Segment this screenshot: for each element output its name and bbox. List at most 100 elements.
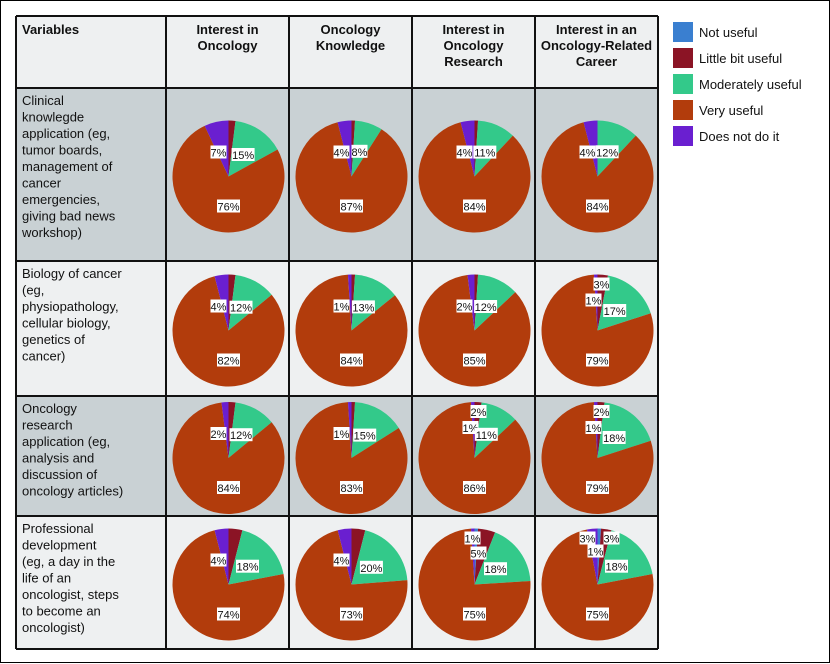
pie-label: 4%	[334, 148, 350, 160]
pie-label: 12%	[596, 147, 618, 159]
pie-label: 18%	[605, 562, 627, 574]
pie-label: 86%	[463, 483, 485, 495]
pie-label-bg	[456, 145, 473, 159]
pie-slice	[295, 122, 408, 233]
column-header-line: Interest in	[442, 22, 504, 37]
pie-label-bg	[579, 145, 596, 159]
pie-label: 76%	[217, 202, 239, 214]
pie-label: 11%	[476, 430, 497, 442]
pie-slice	[418, 274, 531, 387]
pie-label: 8%	[352, 147, 368, 159]
column-header-line: Oncology	[321, 22, 382, 37]
pie-label: 75%	[463, 610, 485, 622]
pie-slice	[418, 528, 531, 641]
pie-label: 84%	[586, 202, 608, 214]
row-label: Oncology research application (eg, analysis…	[22, 401, 123, 499]
pie-label: 13%	[352, 302, 374, 314]
pie-label-bg	[340, 353, 363, 367]
column-header-line: Knowledge	[316, 38, 385, 53]
pie-slice	[597, 402, 651, 458]
pie-label: 18%	[484, 564, 506, 576]
row-label-line: life of an	[22, 571, 71, 586]
pie-label: 4%	[211, 556, 227, 568]
pie-slice	[172, 402, 285, 514]
row-label: Professional development (eg, a day in the…	[22, 521, 119, 635]
pie-label-bg	[586, 199, 609, 213]
pie-label-bg	[217, 353, 240, 367]
legend-label: Little bit useful	[699, 50, 783, 66]
header-row-bg	[16, 16, 658, 88]
pie-label-bg	[474, 300, 498, 313]
row-label-line: Biology of cancer	[22, 266, 122, 281]
row-label-line: tumor boards,	[22, 143, 102, 158]
row-label-line: discussion of	[22, 467, 98, 482]
pie-label: 4%	[580, 148, 596, 160]
legend-item: Not useful	[673, 19, 829, 45]
legend-swatch	[673, 74, 693, 94]
pie-label-bg	[603, 531, 620, 545]
column-header-line: Oncology-Related	[541, 38, 652, 53]
pie-label-bg	[470, 405, 487, 418]
pie-label-bg	[474, 427, 498, 441]
legend-item: Little bit useful	[673, 45, 829, 71]
pie-slice	[228, 528, 243, 585]
legend-swatch	[673, 48, 693, 68]
pie-slice	[295, 274, 408, 387]
column-header-line: Oncology	[198, 38, 259, 53]
row-label-line: Clinical	[22, 93, 64, 108]
pie-label: 79%	[586, 356, 608, 368]
pie-label-bg	[470, 546, 487, 560]
column-header-line: Interest in	[196, 22, 258, 37]
pie-label: 87%	[340, 202, 362, 214]
pie-label-bg	[333, 299, 350, 313]
pie-label: 3%	[594, 280, 610, 292]
pie-label: 17%	[604, 306, 626, 318]
pie-slice	[541, 122, 654, 233]
pie-slice	[295, 530, 408, 641]
pie-label: 79%	[586, 483, 608, 495]
pie-label: 2%	[457, 302, 473, 314]
pie-label-bg	[593, 405, 610, 418]
column-header-line: Research	[444, 54, 503, 69]
pie-label-bg	[463, 481, 486, 494]
column-header: Interest in Oncology Research	[442, 22, 504, 69]
pie-label: 2%	[211, 429, 227, 441]
pie-label: 74%	[217, 610, 239, 622]
legend: Not useful Little bit useful Moderately us…	[673, 19, 829, 149]
row-label-line: to become an	[22, 604, 101, 619]
pie-label-bg	[586, 607, 609, 621]
pie-label: 84%	[340, 356, 362, 368]
pie-slice	[541, 529, 654, 641]
pie-label: 11%	[474, 148, 495, 160]
pie-label-bg	[351, 144, 368, 158]
pie-label: 1%	[463, 423, 479, 435]
pie-label-bg	[456, 299, 473, 313]
row-label-line: analysis and	[22, 451, 94, 466]
pie-label-bg	[359, 560, 383, 574]
row-label-line: cancer)	[22, 349, 65, 364]
pie-label: 3%	[604, 534, 620, 546]
pie-slice	[172, 530, 285, 641]
pie-label: 2%	[471, 407, 487, 419]
pie-label-bg	[229, 428, 253, 442]
pie-label-bg	[579, 531, 596, 545]
legend-swatch	[673, 22, 693, 42]
pie-label: 18%	[236, 562, 258, 574]
pie-label: 84%	[463, 202, 485, 214]
pie-label-bg	[586, 353, 609, 367]
pie-label: 4%	[211, 302, 227, 314]
row-label-line: (eg, a day in the	[22, 554, 115, 569]
row-label-line: management of	[22, 159, 113, 174]
legend-swatch	[673, 126, 693, 146]
pie-label: 12%	[475, 302, 497, 314]
pie-label: 15%	[354, 431, 376, 443]
pie-label: 1%	[586, 296, 602, 308]
pie-label-bg	[595, 145, 619, 159]
legend-label: Moderately useful	[699, 76, 802, 92]
row-label-line: development	[22, 538, 97, 553]
pie-slice	[541, 402, 654, 514]
column-header: Interest in an Oncology-Related Career	[541, 22, 652, 69]
row-label-line: emergencies,	[22, 192, 100, 207]
pie-label-bg	[340, 481, 363, 494]
